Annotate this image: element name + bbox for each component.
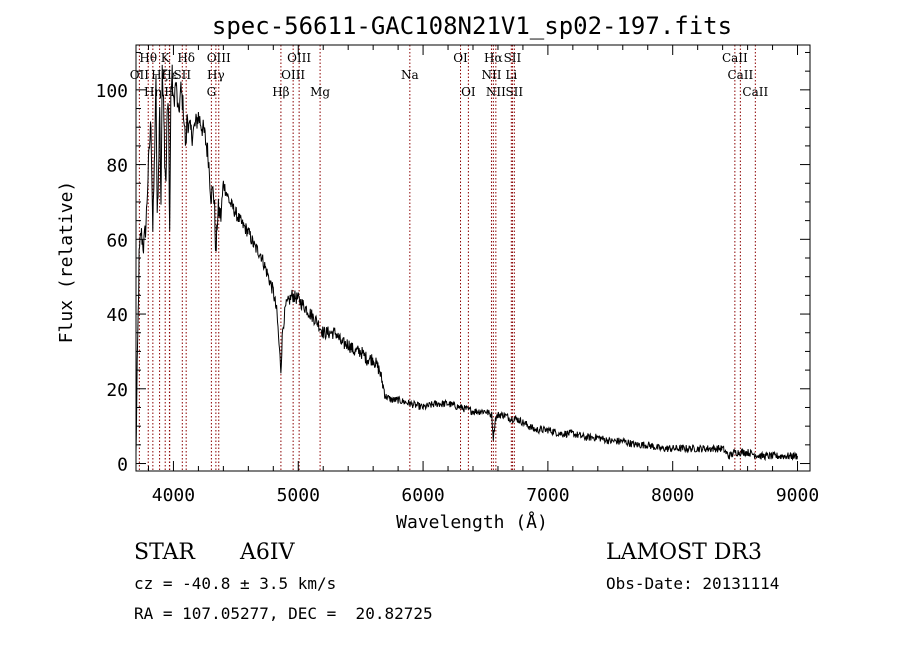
line-marker-label: OIII [207, 51, 231, 65]
x-axis: 4000 5000 6000 7000 8000 9000 [147, 45, 819, 506]
line-marker-label: OI [461, 85, 476, 99]
line-marker-label: NII [481, 68, 501, 82]
y-tick-label: 60 [106, 230, 128, 251]
x-tick-label: 6000 [401, 485, 444, 506]
line-marker-label: OI [453, 51, 468, 65]
line-marker-label: Hθ [139, 51, 157, 65]
line-marker-label: Hε [161, 68, 178, 82]
line-markers [138, 45, 756, 471]
line-marker-label: SII [505, 85, 523, 99]
object-subclass: A6IV [240, 540, 295, 565]
redshift-cz: cz = -40.8 ± 3.5 km/s [134, 574, 337, 593]
x-tick-label: 4000 [152, 485, 195, 506]
observation-date: Obs-Date: 20131114 [606, 574, 780, 593]
line-marker-label: Hδ [177, 51, 195, 65]
line-marker-label: Hβ [272, 85, 289, 99]
chart-title: spec-56611-GAC108N21V1_sp02-197.fits [212, 12, 732, 40]
line-marker-label: G [207, 85, 217, 99]
object-class: STAR [134, 540, 195, 565]
x-tick-label: 5000 [277, 485, 320, 506]
line-marker-label: Hγ [207, 68, 225, 82]
line-marker-label: Li [505, 68, 517, 82]
line-marker-label: CaII [722, 51, 748, 65]
line-marker-label: Na [401, 68, 419, 82]
line-marker-label: CaII [742, 85, 768, 99]
y-tick-label: 40 [106, 305, 128, 326]
y-axis-label: Flux (relative) [56, 181, 77, 344]
line-marker-label: K [161, 51, 171, 65]
line-marker-label: Hα [484, 51, 503, 65]
line-marker-label: SII [504, 51, 522, 65]
line-marker-label: OIII [281, 68, 305, 82]
line-marker-label: OIII [287, 51, 311, 65]
survey-name: LAMOST DR3 [606, 540, 762, 565]
x-tick-label: 9000 [776, 485, 819, 506]
y-axis: 0 20 40 60 80 100 [95, 51, 810, 476]
y-tick-label: 20 [106, 380, 128, 401]
spectrum-line [135, 64, 798, 462]
line-marker-label: Hη [144, 85, 162, 99]
y-tick-label: 80 [106, 156, 128, 177]
y-tick-label: 100 [95, 81, 128, 102]
line-marker-label: Mg [310, 85, 330, 99]
line-marker-labels: OIIHθHηHζKHHεSIIHδGHγOIIIHβOIIIOIIIMgNaO… [130, 51, 769, 99]
line-marker-label: CaII [727, 68, 753, 82]
y-tick-label: 0 [117, 455, 128, 476]
coordinates: RA = 107.05277, DEC = 20.82725 [134, 604, 433, 623]
line-marker-label: H [164, 85, 174, 99]
line-marker-label: SII [173, 68, 191, 82]
plot-frame [135, 44, 811, 472]
line-marker-label: OII [130, 68, 150, 82]
x-tick-label: 8000 [651, 485, 694, 506]
x-tick-label: 7000 [526, 485, 569, 506]
line-marker-label: NII [486, 85, 506, 99]
x-axis-label: Wavelength (Å) [396, 511, 548, 533]
